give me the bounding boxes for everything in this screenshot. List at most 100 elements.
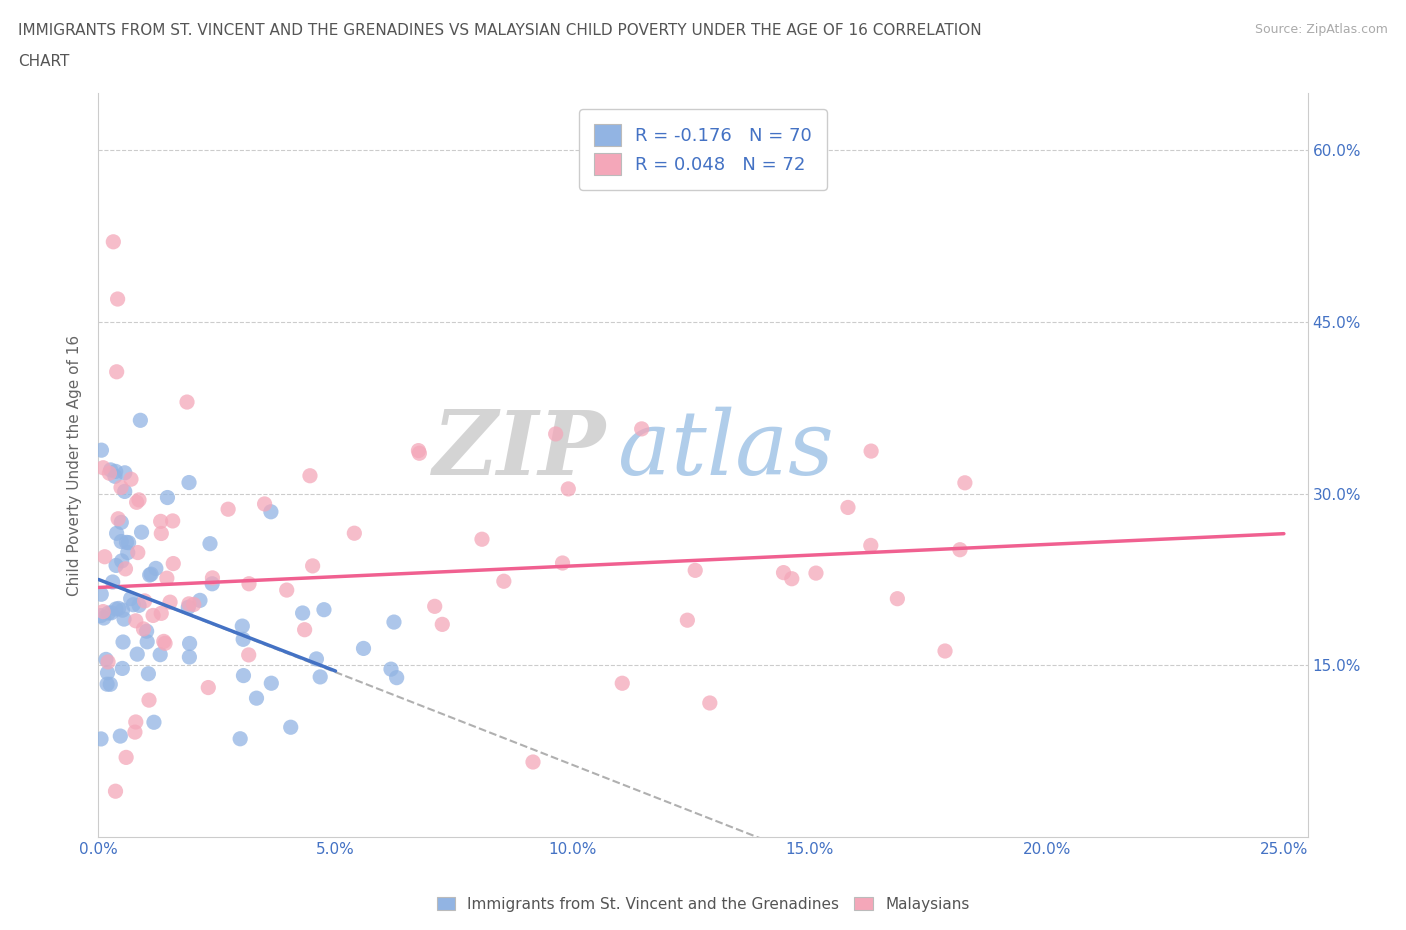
Point <box>105 558 128 573</box>
Point <box>245 691 267 706</box>
Point <box>124 724 146 739</box>
Point <box>953 475 976 490</box>
Point <box>115 750 138 764</box>
Text: Source: ZipAtlas.com: Source: ZipAtlas.com <box>1254 23 1388 36</box>
Point <box>142 608 165 623</box>
Point <box>253 497 276 512</box>
Text: atlas: atlas <box>619 406 834 494</box>
Point <box>90 443 112 458</box>
Point <box>112 634 135 649</box>
Point <box>197 680 219 695</box>
Point <box>107 292 129 307</box>
Point <box>382 615 405 630</box>
Point <box>260 676 283 691</box>
Point <box>111 603 134 618</box>
Point <box>153 636 176 651</box>
Point <box>136 634 159 649</box>
Point <box>105 365 128 379</box>
Point <box>96 665 118 680</box>
Point <box>859 538 882 552</box>
Point <box>93 550 115 565</box>
Point <box>699 696 721 711</box>
Point <box>177 475 200 490</box>
Point <box>93 611 115 626</box>
Text: ZIP: ZIP <box>433 406 606 494</box>
Point <box>557 482 579 497</box>
Point <box>291 605 314 620</box>
Point <box>260 504 283 519</box>
Point <box>98 466 121 481</box>
Point <box>110 480 132 495</box>
Point <box>201 577 224 591</box>
Point <box>188 593 211 608</box>
Point <box>150 606 173 621</box>
Point <box>128 598 150 613</box>
Point <box>90 732 112 747</box>
Point <box>139 566 162 581</box>
Point <box>162 556 184 571</box>
Point <box>492 574 515 589</box>
Point <box>101 575 124 590</box>
Point <box>298 469 321 484</box>
Point <box>114 465 136 480</box>
Point <box>134 593 156 608</box>
Point <box>780 571 803 586</box>
Point <box>107 512 129 526</box>
Point <box>238 577 260 591</box>
Point <box>612 676 634 691</box>
Point <box>804 565 827 580</box>
Point <box>353 641 375 656</box>
Point <box>934 644 956 658</box>
Point <box>111 553 134 568</box>
Point <box>127 545 149 560</box>
Point <box>229 731 252 746</box>
Point <box>129 413 152 428</box>
Point <box>201 570 224 585</box>
Point <box>117 535 139 550</box>
Point <box>177 596 200 611</box>
Point <box>112 612 135 627</box>
Point <box>127 646 149 661</box>
Point <box>91 460 114 475</box>
Point <box>103 234 125 249</box>
Point <box>423 599 446 614</box>
Point <box>115 535 138 550</box>
Point <box>432 617 454 631</box>
Point <box>522 754 544 769</box>
Point <box>138 693 160 708</box>
Point <box>114 484 136 498</box>
Point <box>301 558 323 573</box>
Point <box>231 618 253 633</box>
Point <box>110 534 132 549</box>
Point <box>125 495 148 510</box>
Point <box>179 636 201 651</box>
Point <box>117 545 139 560</box>
Point <box>949 542 972 557</box>
Point <box>280 720 302 735</box>
Point <box>149 514 172 529</box>
Point <box>294 622 316 637</box>
Point <box>132 621 155 636</box>
Point <box>471 532 494 547</box>
Point <box>111 661 134 676</box>
Point <box>408 444 430 458</box>
Point <box>142 715 165 730</box>
Point <box>343 525 366 540</box>
Point <box>276 582 298 597</box>
Point <box>551 555 574 570</box>
Point <box>150 526 173 541</box>
Point <box>179 649 201 664</box>
Point <box>837 500 859 515</box>
Point <box>100 605 122 620</box>
Point <box>91 604 114 619</box>
Point <box>159 594 181 609</box>
Point <box>183 597 205 612</box>
Point <box>149 647 172 662</box>
Point <box>408 445 430 460</box>
Point <box>107 601 129 616</box>
Point <box>90 608 112 623</box>
Point <box>125 614 148 629</box>
Point <box>97 655 120 670</box>
Point <box>104 784 127 799</box>
Point <box>114 562 136 577</box>
